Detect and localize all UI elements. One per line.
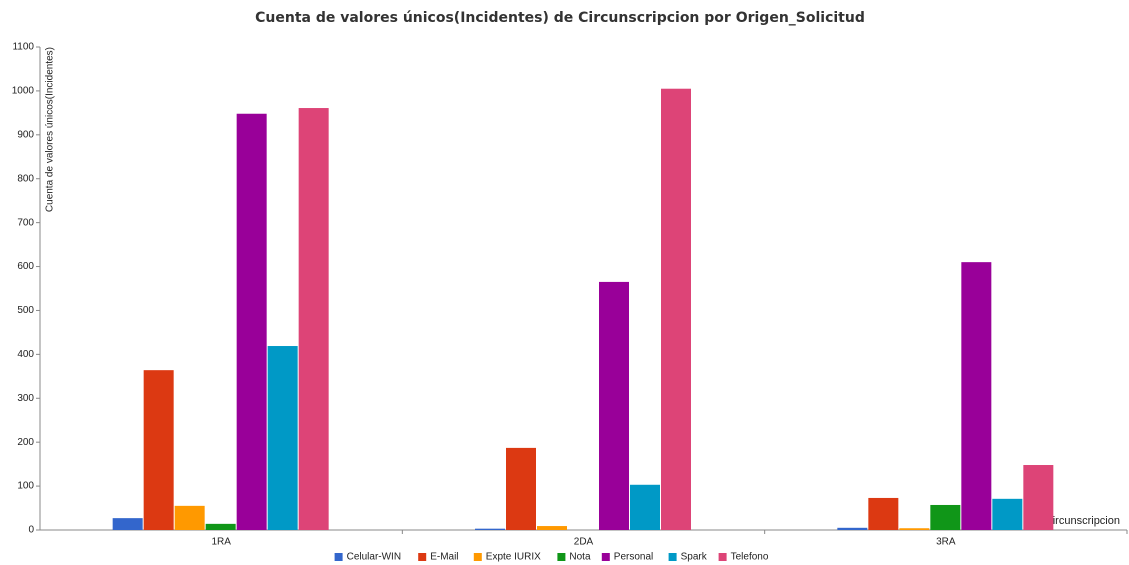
y-tick-label: 200 — [17, 437, 34, 448]
bar — [236, 113, 267, 530]
bar — [205, 523, 236, 530]
bar — [992, 498, 1023, 530]
y-tick-label: 800 — [17, 173, 34, 184]
y-tick-label: 1100 — [12, 42, 34, 53]
bar — [267, 346, 298, 530]
y-tick-label: 300 — [17, 393, 34, 404]
bar — [1023, 465, 1054, 530]
legend-swatch — [418, 553, 427, 561]
legend-label: Expte IURIX — [486, 552, 541, 563]
y-axis-label: Cuenta de valores únicos(Incidentes) — [45, 47, 56, 212]
y-tick-label: 100 — [17, 481, 34, 492]
bar — [661, 88, 691, 531]
x-tick-label: 1RA — [211, 537, 231, 548]
y-tick-label: 700 — [17, 217, 34, 228]
legend-swatch — [473, 553, 482, 561]
legend-label: Nota — [569, 552, 591, 563]
legend-label: Telefono — [731, 552, 769, 563]
y-tick-label: 500 — [17, 305, 34, 316]
legend-swatch — [668, 553, 677, 561]
legend-swatch — [601, 553, 610, 561]
y-tick-label: 1000 — [12, 86, 35, 97]
bar — [112, 518, 143, 530]
legend-swatch — [557, 553, 566, 561]
legend-label: Spark — [681, 552, 708, 563]
chart-title: Cuenta de valores únicos(Incidentes) de … — [255, 10, 865, 26]
bar — [599, 281, 629, 530]
x-tick-label: 2DA — [574, 537, 594, 548]
bar — [298, 108, 329, 531]
bar — [475, 528, 505, 530]
legend-label: E-Mail — [430, 552, 458, 563]
x-tick-label: 3RA — [936, 537, 956, 548]
x-axis-label: Circunscripcion — [1045, 515, 1120, 527]
legend-swatch — [718, 553, 727, 561]
bar — [899, 528, 930, 530]
y-tick-label: 900 — [17, 129, 34, 140]
legend-label: Personal — [614, 552, 653, 563]
bar — [537, 526, 567, 530]
bar — [174, 505, 205, 530]
legend-swatch — [334, 553, 343, 561]
bar — [961, 262, 992, 530]
bar — [930, 504, 961, 530]
y-tick-label: 0 — [28, 525, 34, 536]
bar — [630, 484, 660, 530]
y-tick-label: 600 — [17, 261, 34, 272]
y-tick-label: 400 — [17, 349, 34, 360]
bar — [506, 447, 536, 530]
bar — [837, 527, 868, 530]
legend-label: Celular-WIN — [347, 552, 401, 563]
bar — [143, 370, 174, 530]
bar — [868, 497, 899, 530]
